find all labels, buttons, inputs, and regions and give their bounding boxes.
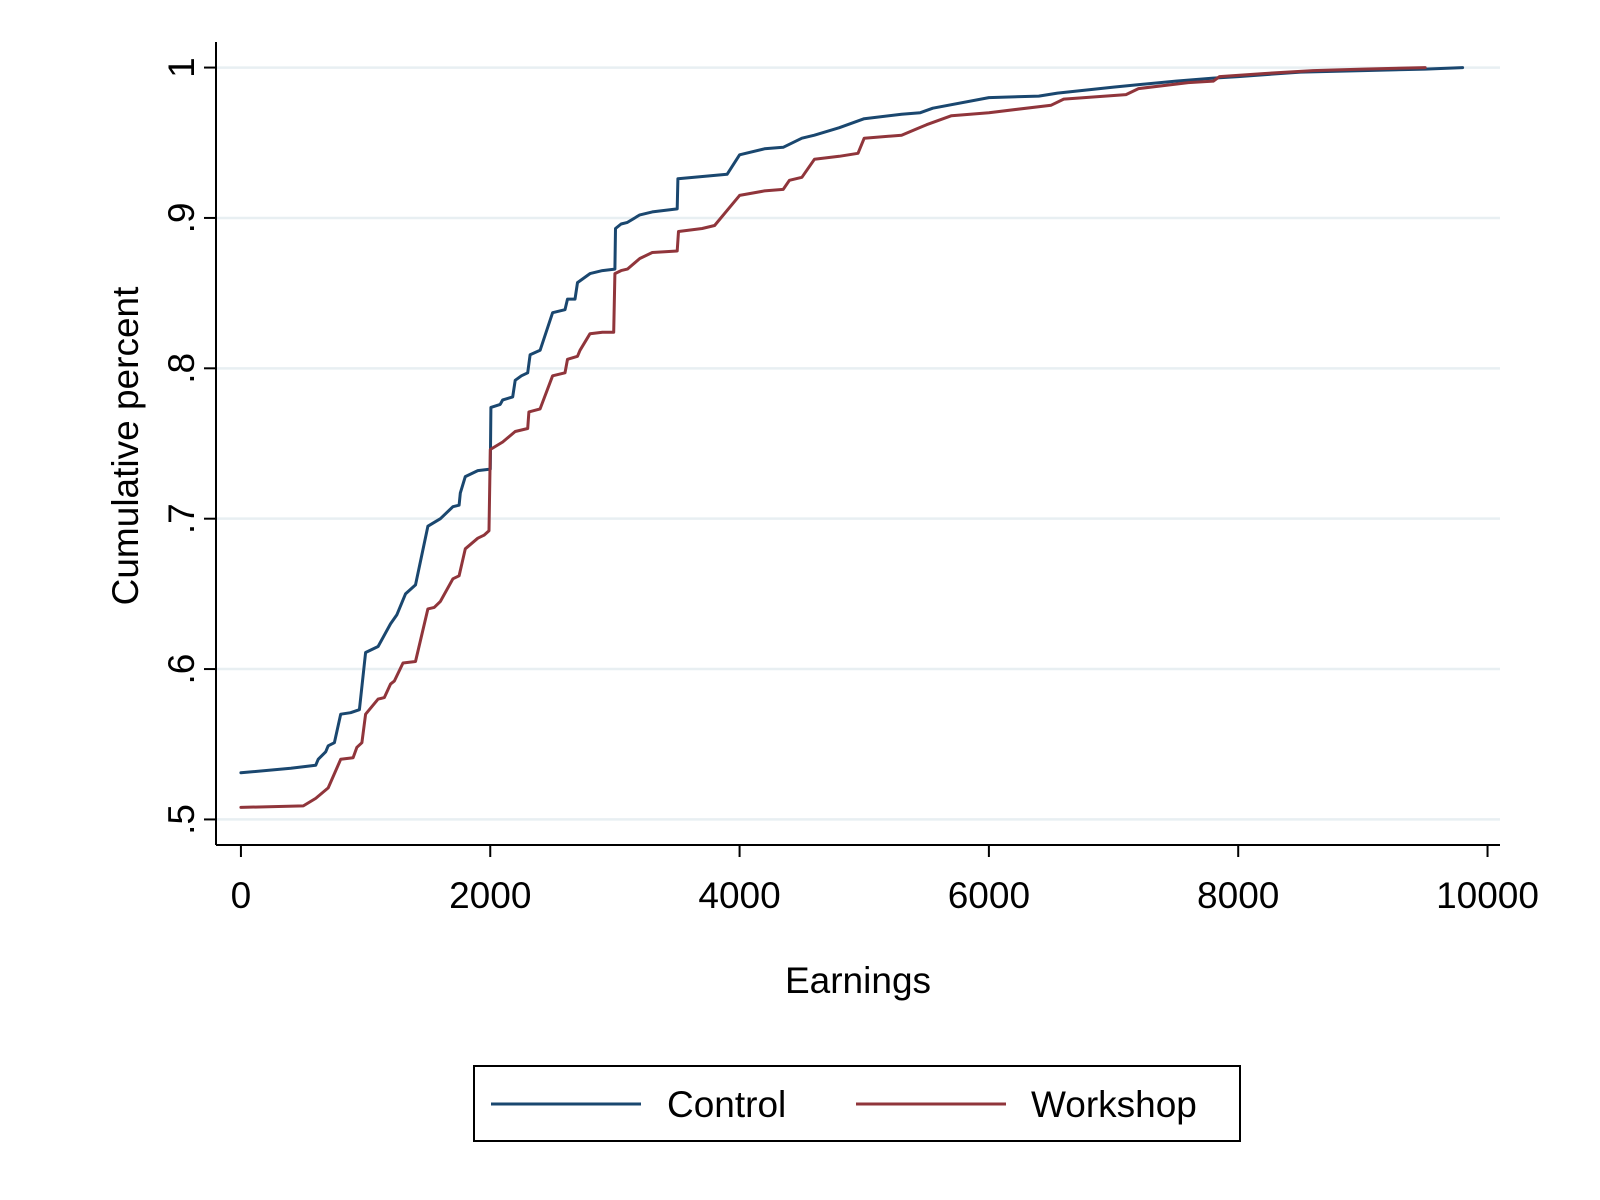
x-tick-label: 6000 <box>948 875 1030 916</box>
x-tick-label: 2000 <box>449 875 531 916</box>
x-tick-label: 0 <box>231 875 252 916</box>
y-tick-label: 1 <box>161 57 202 78</box>
x-axis-title: Earnings <box>785 960 931 1001</box>
y-tick-label: .5 <box>161 804 202 835</box>
series-line-control <box>239 66 1465 775</box>
series-lines <box>239 66 1465 809</box>
x-tick-label: 4000 <box>698 875 780 916</box>
legend: Control Workshop <box>473 1065 1241 1142</box>
legend-label-workshop: Workshop <box>1031 1084 1197 1125</box>
y-gridlines <box>217 66 1500 821</box>
legend-label-control: Control <box>667 1084 786 1125</box>
series-line-workshop <box>239 66 1427 809</box>
y-tick-label: .9 <box>161 203 202 234</box>
y-tick-label: .8 <box>161 353 202 384</box>
y-tick-label: .7 <box>161 503 202 534</box>
y-axis-ticks: .5 .6 .7 .8 .9 1 <box>161 57 216 835</box>
x-tick-label: 8000 <box>1197 875 1279 916</box>
y-axis-title: Cumulative percent <box>105 286 146 605</box>
y-tick-label: .6 <box>161 654 202 685</box>
x-tick-label: 10000 <box>1436 875 1539 916</box>
x-axis-ticks: 0 2000 4000 6000 8000 10000 <box>231 845 1539 916</box>
